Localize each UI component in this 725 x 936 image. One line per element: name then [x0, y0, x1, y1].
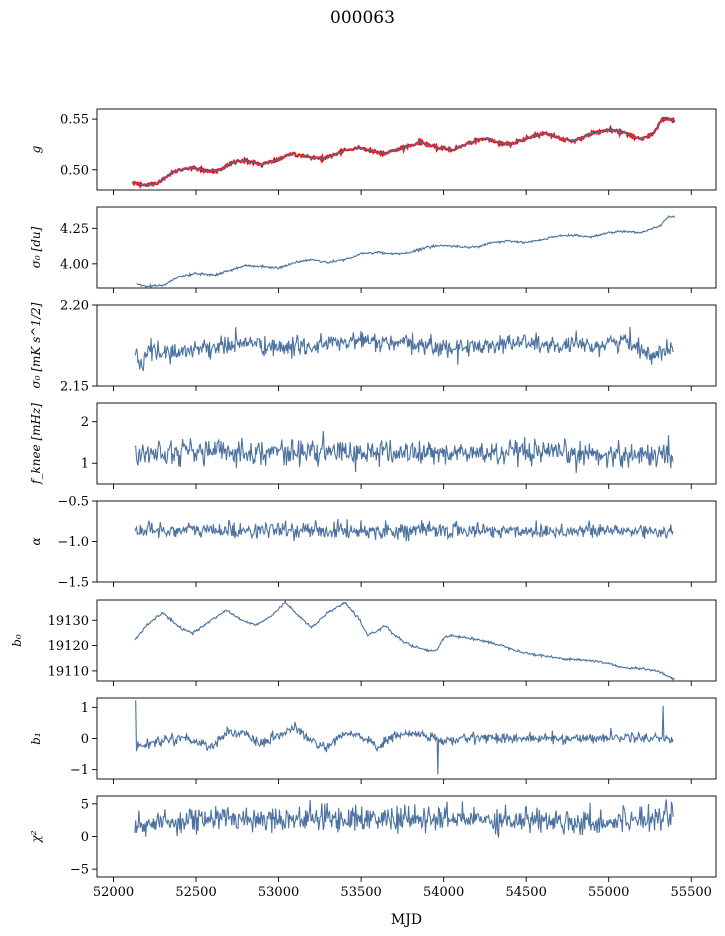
x-tick-label: 55500 — [671, 885, 712, 900]
series-line — [134, 599, 675, 681]
y-tick-label: 1 — [81, 457, 89, 472]
x-tick-label: 55000 — [588, 885, 629, 900]
panel-frame — [96, 500, 717, 583]
x-tick-label: 53500 — [340, 885, 381, 900]
panel-6: 19110 19120 19130 b₀ — [10, 599, 717, 686]
series-line — [134, 326, 674, 372]
x-tick-label: 54000 — [423, 885, 464, 900]
y-tick-label: 19120 — [48, 639, 89, 654]
y-axis-label: χ² — [29, 830, 43, 843]
y-tick-label: 0.55 — [60, 113, 89, 128]
y-tick-label: −1.5 — [57, 576, 89, 591]
series-highlight-line — [131, 116, 676, 190]
panel-7: −1 0 1 b₁ — [29, 697, 717, 784]
y-tick-label: 19110 — [48, 664, 89, 679]
y-tick-label: 4.25 — [60, 222, 89, 237]
y-axis-label: f_knee [mHz] — [29, 403, 43, 485]
y-axis-label: g — [29, 145, 43, 153]
y-axis-label: b₀ — [10, 634, 24, 647]
series-line — [134, 430, 674, 473]
series-line — [132, 117, 676, 187]
y-axis-label: α — [29, 537, 43, 545]
y-tick-label: 1 — [81, 701, 89, 716]
y-tick-label: 0 — [81, 830, 89, 845]
series-line — [135, 700, 674, 775]
y-tick-label: −5 — [70, 863, 89, 878]
panel-3: 2.15 2.20 σ₀ [mK s^1/2] — [29, 299, 717, 395]
y-tick-label: 2.20 — [60, 299, 89, 314]
x-tick-label: 54500 — [505, 885, 546, 900]
y-tick-label: −0.5 — [57, 495, 89, 510]
panel-frame — [96, 304, 717, 387]
y-tick-label: 4.00 — [60, 257, 89, 272]
panel-frame — [96, 402, 717, 485]
y-tick-label: −1 — [70, 763, 89, 778]
y-axis-label: σ₀ [mK s^1/2] — [29, 302, 43, 388]
series-line — [134, 799, 674, 838]
panel-1: 0.50 0.55 g — [29, 108, 717, 195]
panel-8: −5 0 5 52000 52500 53000 53500 54000 54500 55000 5… — [29, 795, 717, 900]
y-tick-label: 5 — [81, 797, 89, 812]
y-tick-label: 2 — [81, 415, 89, 430]
panel-2: 4.00 4.25 σ₀ [du] — [29, 206, 717, 293]
panel-5: −1.5 −1.0 −0.5 α — [29, 495, 717, 591]
figure-title: 000063 — [330, 8, 395, 28]
series-line — [136, 214, 676, 288]
y-axis-label: σ₀ [du] — [29, 226, 43, 268]
y-tick-label: 19130 — [48, 614, 89, 629]
panel-frame — [96, 599, 717, 682]
x-axis-label: MJD — [391, 912, 422, 928]
x-tick-label: 52500 — [175, 885, 216, 900]
panel-frame — [96, 108, 717, 191]
x-tick-label: 53000 — [258, 885, 299, 900]
y-tick-label: −1.0 — [57, 535, 89, 550]
y-tick-label: 2.15 — [60, 380, 89, 395]
series-line — [134, 518, 674, 542]
x-tick-label: 52000 — [93, 885, 134, 900]
panel-4: 1 2 f_knee [mHz] — [29, 402, 717, 489]
y-tick-label: 0 — [81, 732, 89, 747]
y-tick-label: 0.50 — [60, 163, 89, 178]
panel-frame — [96, 206, 717, 289]
y-axis-label: b₁ — [29, 732, 43, 745]
